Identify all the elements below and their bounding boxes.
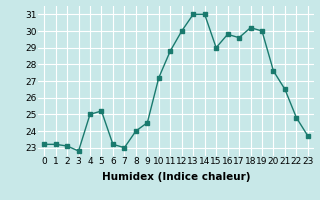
X-axis label: Humidex (Indice chaleur): Humidex (Indice chaleur) xyxy=(102,172,250,182)
